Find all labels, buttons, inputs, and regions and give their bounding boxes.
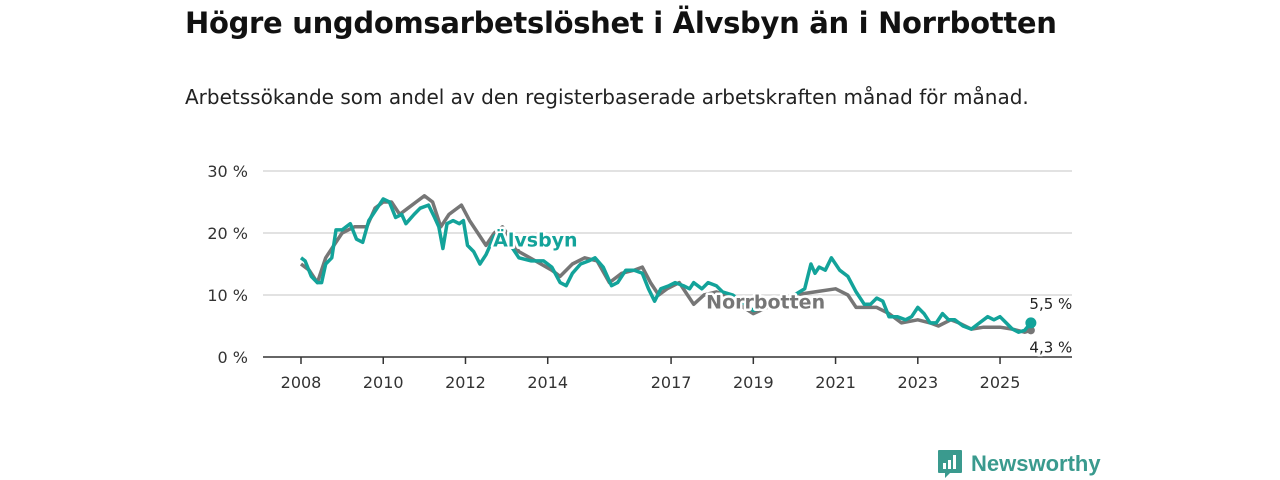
y-tick-label: 0 % <box>218 348 248 367</box>
x-tick-label: 2014 <box>527 373 568 392</box>
series-label: Älvsbyn <box>493 228 577 252</box>
newsworthy-logo: Newsworthy <box>937 449 1101 479</box>
x-tick-label: 2019 <box>733 373 774 392</box>
series-label: Norrbotten <box>706 292 825 314</box>
end-point <box>1025 317 1037 329</box>
x-tick-label: 2023 <box>897 373 938 392</box>
end-value-label: 5,5 % <box>1029 295 1072 313</box>
x-tick-label: 2010 <box>363 373 404 392</box>
chart-subtitle: Arbetssökande som andel av den registerb… <box>185 85 1029 109</box>
y-tick-label: 30 % <box>207 162 248 181</box>
y-tick-label: 20 % <box>207 224 248 243</box>
x-tick-label: 2008 <box>281 373 322 392</box>
x-tick-label: 2017 <box>651 373 692 392</box>
brand-name: Newsworthy <box>971 451 1101 476</box>
y-tick-label: 10 % <box>207 286 248 305</box>
chart-title: Högre ungdomsarbetslöshet i Älvsbyn än i… <box>185 6 1057 40</box>
x-tick-label: 2021 <box>815 373 856 392</box>
bar-chart-icon <box>938 450 962 478</box>
end-value-label: 4,3 % <box>1029 338 1072 356</box>
end-point <box>1026 326 1035 335</box>
x-tick-label: 2012 <box>445 373 486 392</box>
series-line-alvsbyn <box>299 197 1033 334</box>
x-tick-label: 2025 <box>980 373 1021 392</box>
